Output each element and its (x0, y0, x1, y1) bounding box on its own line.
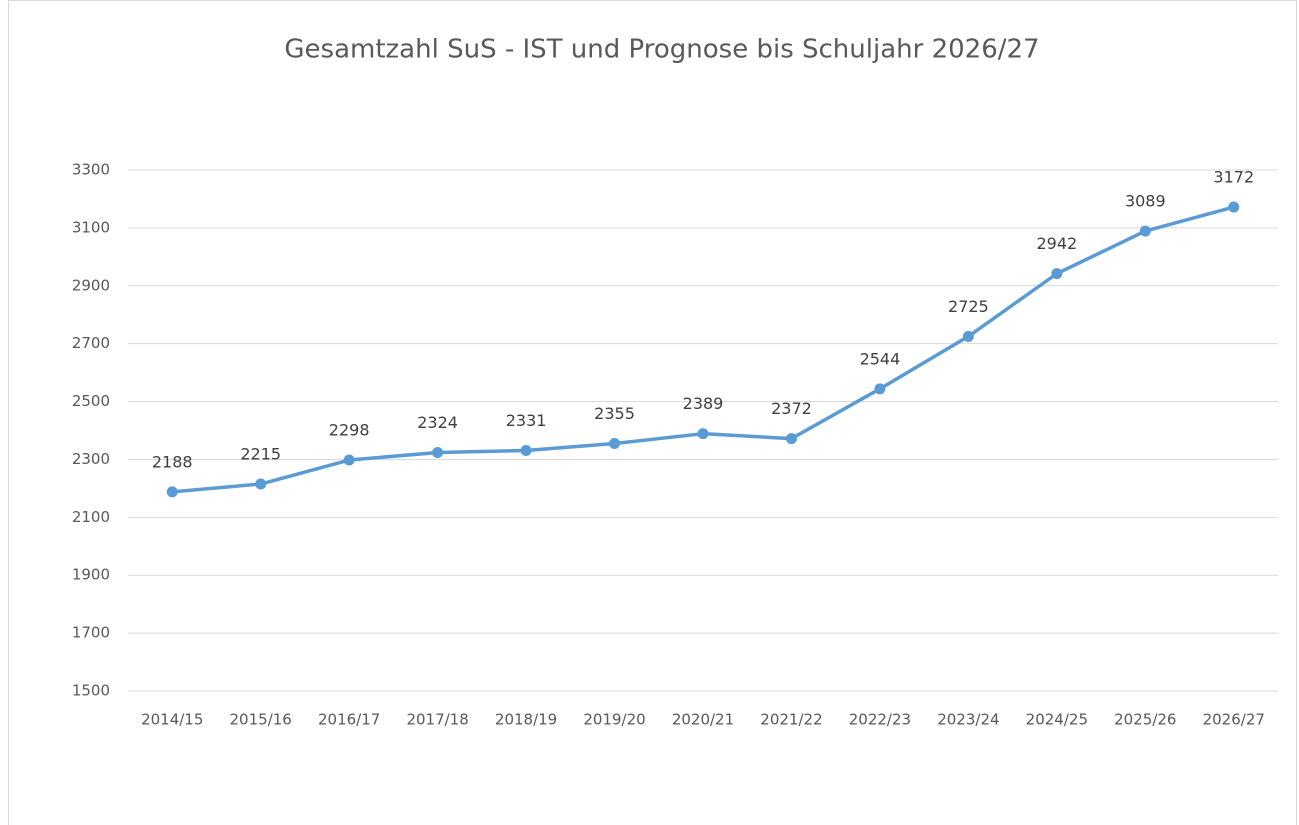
y-tick-label: 2100 (72, 508, 110, 526)
y-tick-label: 3100 (72, 218, 110, 236)
x-tick-label: 2026/27 (1203, 711, 1265, 729)
data-label: 3172 (1213, 168, 1254, 187)
data-label: 2215 (240, 445, 281, 464)
y-tick-label: 2700 (72, 334, 110, 352)
data-label: 2544 (860, 349, 901, 368)
x-tick-label: 2022/23 (849, 711, 911, 729)
x-tick-label: 2021/22 (760, 711, 822, 729)
y-tick-label: 1700 (72, 624, 110, 642)
data-label: 2942 (1036, 234, 1077, 253)
data-label: 2331 (506, 411, 547, 430)
data-point (520, 444, 532, 456)
data-label: 3089 (1125, 192, 1166, 211)
data-label: 2725 (948, 297, 989, 316)
chart-title: Gesamtzahl SuS - IST und Prognose bis Sc… (284, 35, 1039, 65)
data-point (962, 330, 974, 342)
data-point (609, 438, 621, 450)
data-point (255, 478, 267, 490)
data-point (432, 446, 444, 458)
x-tick-label: 2016/17 (318, 711, 380, 729)
x-tick-label: 2025/26 (1114, 711, 1176, 729)
y-tick-label: 2300 (72, 450, 110, 468)
x-tick-label: 2019/20 (583, 711, 645, 729)
y-tick-label: 1500 (72, 682, 110, 700)
x-tick-label: 2024/25 (1026, 711, 1088, 729)
x-tick-label: 2015/16 (230, 711, 292, 729)
data-point (697, 428, 709, 440)
x-tick-label: 2020/21 (672, 711, 734, 729)
data-label: 2324 (417, 413, 458, 432)
data-point (874, 383, 886, 395)
y-tick-label: 2900 (72, 276, 110, 294)
y-tick-label: 1900 (72, 566, 110, 584)
x-tick-label: 2014/15 (141, 711, 203, 729)
chart-frame (8, 0, 1297, 825)
data-point (343, 454, 355, 466)
y-tick-label: 2500 (72, 392, 110, 410)
data-point (166, 486, 178, 498)
x-tick-label: 2017/18 (406, 711, 468, 729)
data-label: 2188 (152, 452, 193, 471)
y-tick-label: 3300 (72, 161, 110, 179)
data-label: 2372 (771, 399, 812, 418)
x-tick-label: 2018/19 (495, 711, 557, 729)
data-label: 2298 (329, 421, 370, 440)
data-label: 2389 (683, 394, 724, 413)
data-point (1051, 268, 1063, 280)
data-point (1228, 201, 1240, 213)
data-point (785, 433, 797, 445)
data-label: 2355 (594, 404, 635, 423)
x-tick-label: 2023/24 (937, 711, 999, 729)
data-point (1139, 225, 1151, 237)
